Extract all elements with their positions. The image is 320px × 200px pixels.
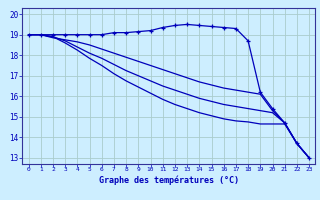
X-axis label: Graphe des températures (°C): Graphe des températures (°C): [99, 175, 239, 185]
